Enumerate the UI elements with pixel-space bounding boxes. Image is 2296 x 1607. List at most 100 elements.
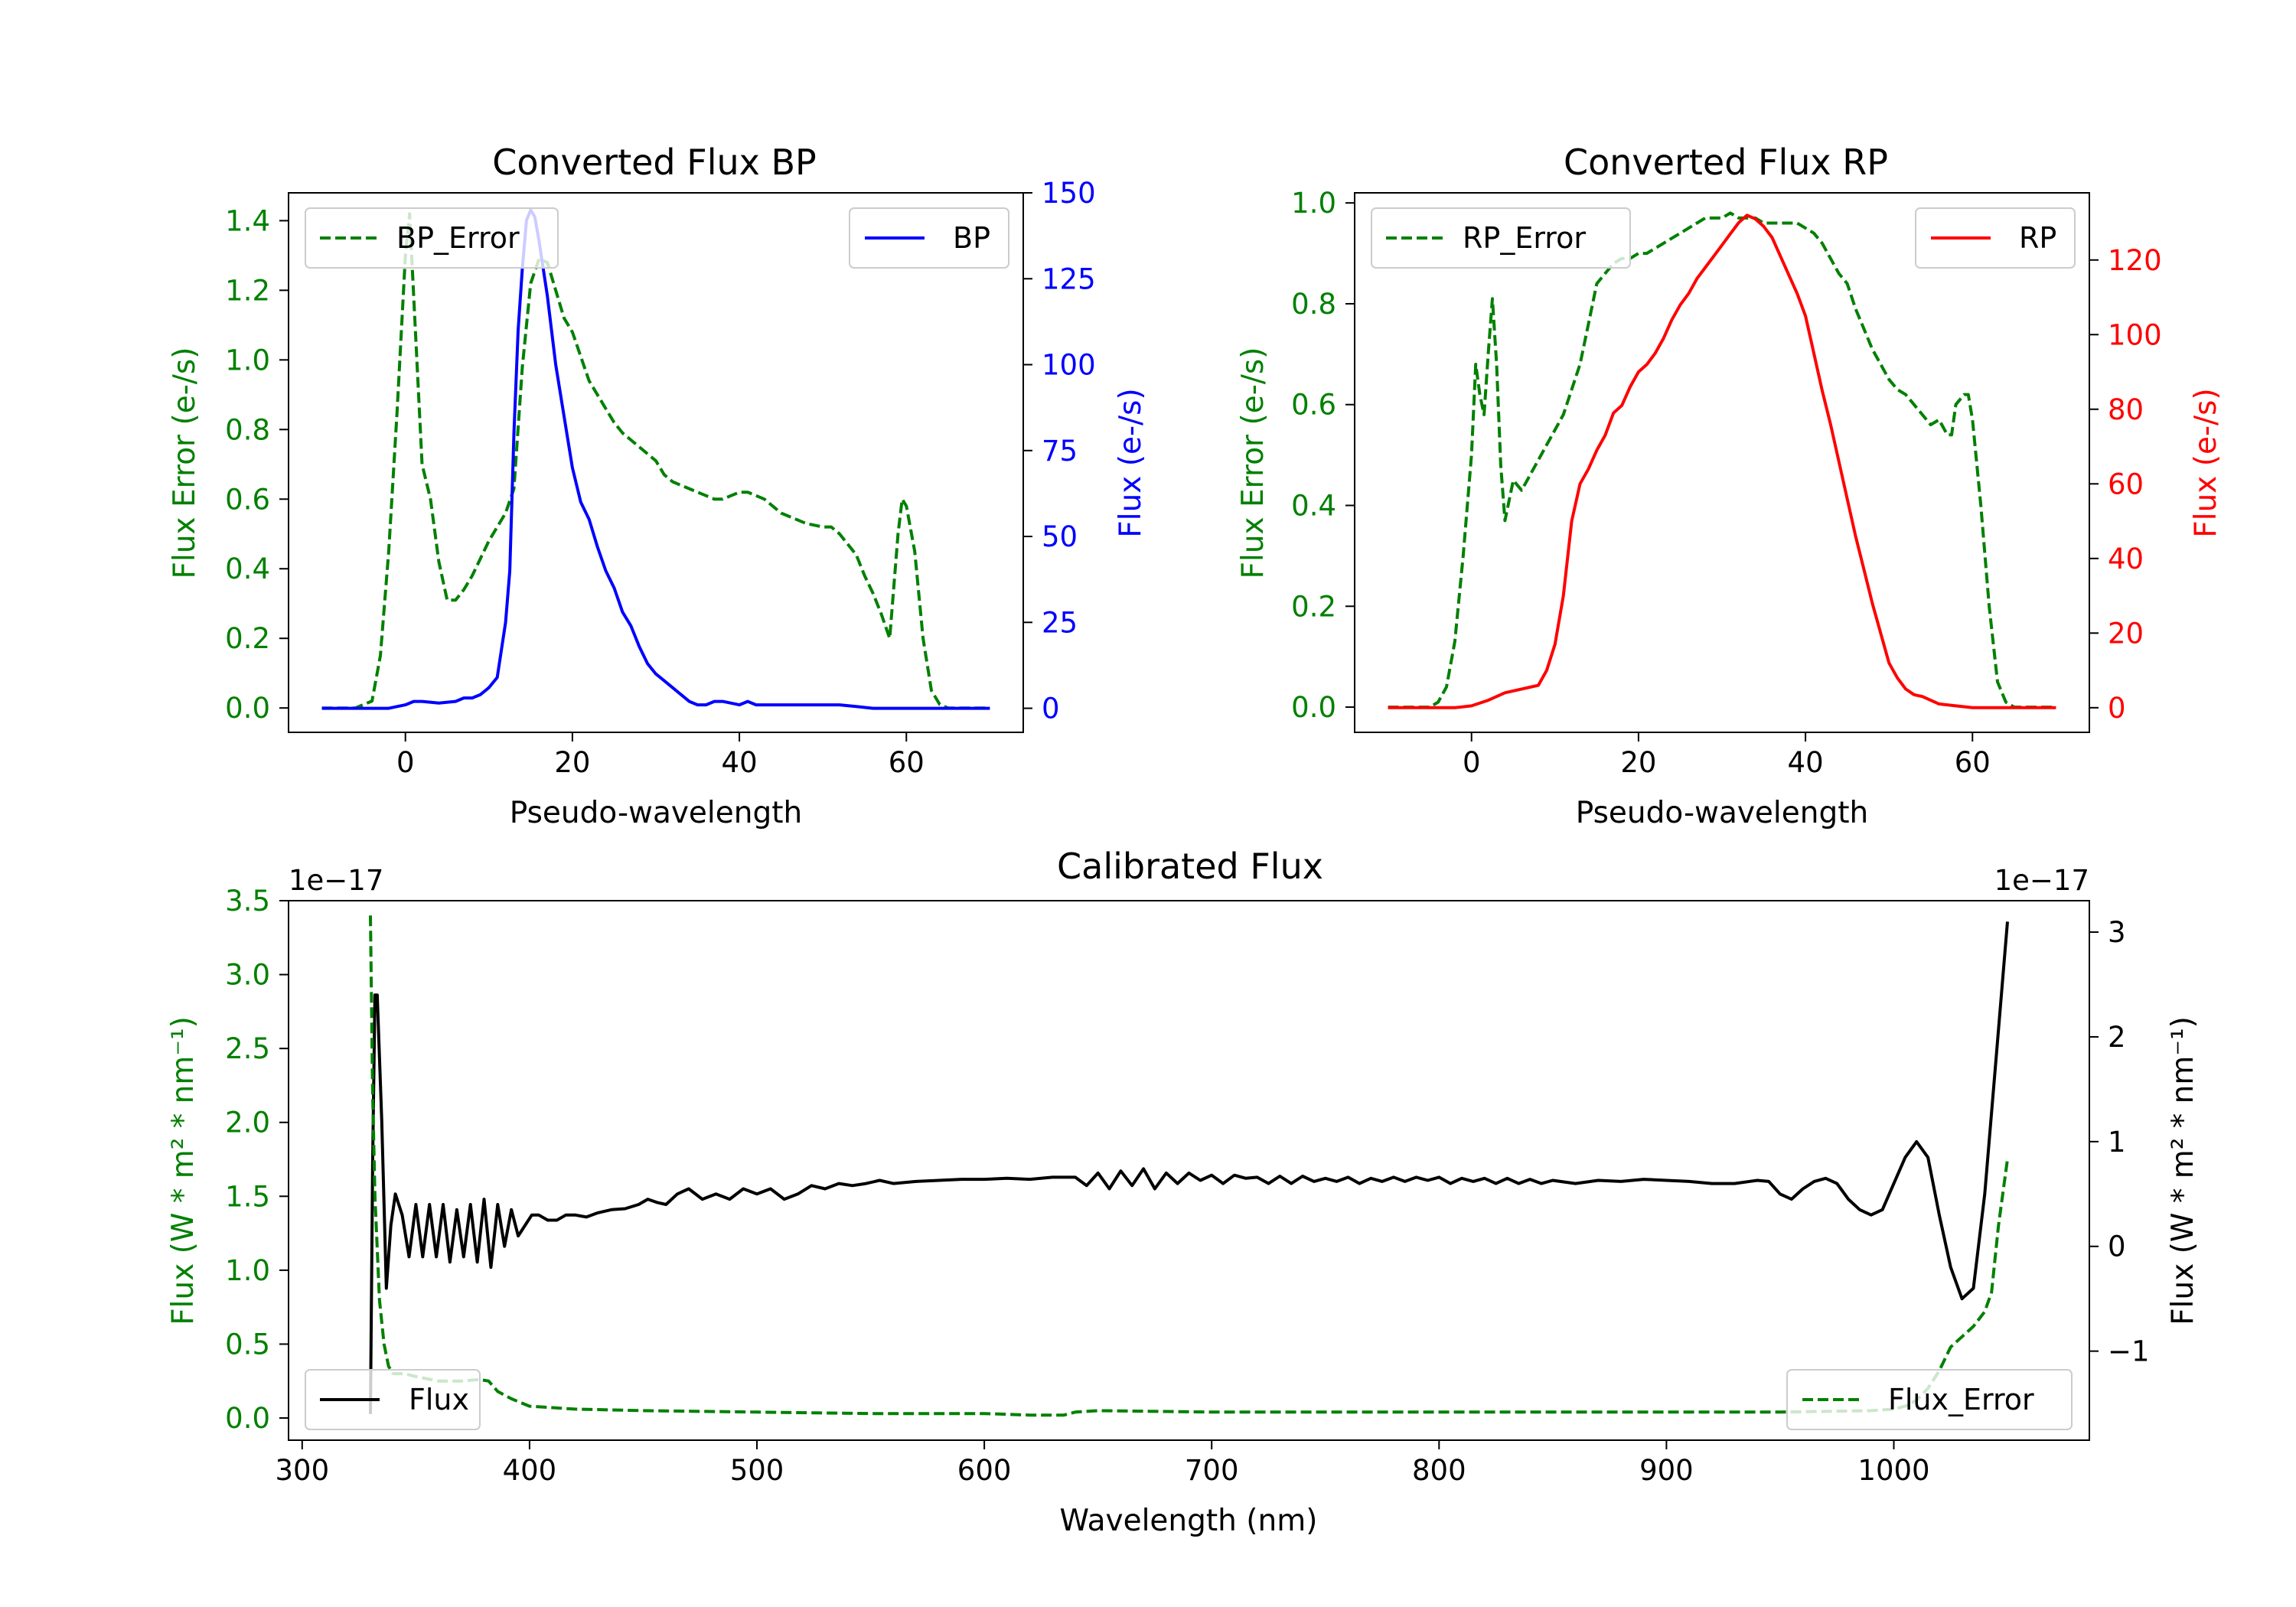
rp-right-axis-label: Flux (e-/s): [2189, 388, 2223, 537]
bp-left-tick-label: 0.0: [225, 692, 270, 725]
bp-legend-right-box: [849, 207, 1009, 269]
calibrated-legend-flux-label: Flux: [409, 1383, 469, 1416]
calibrated-right-tick-label: 3: [2108, 916, 2126, 949]
bp-right-tick-label: 0: [1042, 693, 1060, 725]
rp-legend-right-box: [1915, 207, 2076, 269]
calibrated-x-tick-label: 400: [503, 1454, 557, 1487]
rp-left-tick-label: 0.2: [1291, 590, 1336, 623]
rp-panel: Converted Flux RP Pseudo-wavelength Flux…: [1236, 142, 2223, 830]
calibrated-left-tick-label: 1.0: [225, 1254, 270, 1287]
bp-series-bp-line: [321, 208, 990, 710]
rp-left-tick-label: 0.4: [1291, 490, 1336, 523]
calibrated-right-axis-label: Flux (W * m² * nm⁻¹): [2166, 1016, 2200, 1325]
calibrated-left-tick-label: 0.0: [225, 1402, 270, 1435]
calibrated-x-tick-label: 500: [730, 1454, 784, 1487]
bp-left-tick-label: 0.4: [225, 553, 270, 585]
bp-right-tick-label: 100: [1042, 349, 1096, 382]
rp-plot-area: [1388, 211, 2056, 709]
calibrated-left-axis-label: Flux (W * m² * nm⁻¹): [166, 1016, 201, 1325]
calibrated-series-flux-line: [369, 921, 2009, 1414]
bp-axes-frame: [288, 192, 1024, 733]
rp-x-tick-label: 60: [1955, 746, 1991, 779]
bp-left-tick-label: 1.0: [225, 344, 270, 376]
calibrated-right-tick-label: 2: [2108, 1021, 2126, 1054]
calibrated-x-tick-label: 1000: [1857, 1454, 1929, 1487]
bp-x-axis-label: Pseudo-wavelength: [510, 796, 802, 830]
calibrated-x-tick-label: 700: [1185, 1454, 1239, 1487]
calibrated-left-tick-label: 2.0: [225, 1107, 270, 1139]
calibrated-right-tick-label: −1: [2108, 1335, 2150, 1368]
bp-title: Converted Flux BP: [492, 142, 817, 183]
bp-x-tick-label: 60: [889, 746, 925, 779]
rp-left-tick-label: 0.8: [1291, 288, 1336, 321]
bp-series-bp-error-line: [321, 212, 990, 710]
bp-x-tick-label: 20: [554, 746, 590, 779]
bp-right-axis-label: Flux (e-/s): [1114, 388, 1148, 537]
bp-legend-flux-label: BP: [953, 221, 990, 255]
bp-right-tick-label: 150: [1042, 177, 1096, 210]
bp-legend-left-box: [305, 207, 559, 269]
bp-ticks: 0 20 40 60 0.0 0.2 0.4 0.6 0.8 1.0 1.2 1.4 0 25 50 75 10…: [225, 177, 1095, 779]
rp-left-axis-label: Flux Error (e-/s): [1236, 347, 1270, 579]
rp-right-tick-label: 60: [2108, 468, 2144, 500]
bp-right-tick-label: 125: [1042, 262, 1096, 295]
calibrated-axes-frame: [288, 900, 2090, 1441]
rp-left-tick-label: 1.0: [1291, 187, 1336, 220]
rp-axes-frame: [1354, 192, 2090, 733]
rp-series-rp-error-line: [1388, 211, 2056, 709]
calibrated-x-tick-label: 300: [276, 1454, 330, 1487]
bp-left-tick-label: 0.6: [225, 483, 270, 516]
calibrated-legend-error-label: Flux_Error: [1888, 1383, 2034, 1416]
bp-x-tick-label: 0: [396, 746, 415, 779]
rp-legend-left: RP_Error: [1371, 207, 1631, 269]
bp-left-tick-label: 0.2: [225, 622, 270, 655]
calibrated-right-offset: 1e−17: [1994, 864, 2089, 897]
bp-left-axis-label: Flux Error (e-/s): [168, 347, 202, 579]
rp-left-tick-label: 0.0: [1291, 691, 1336, 724]
calibrated-left-tick-label: 0.5: [225, 1328, 270, 1361]
rp-right-tick-label: 40: [2108, 543, 2144, 575]
calibrated-x-tick-label: 600: [957, 1454, 1012, 1487]
rp-right-tick-label: 80: [2108, 393, 2144, 426]
calibrated-left-offset: 1e−17: [289, 864, 383, 897]
calibrated-panel: Calibrated Flux 1e−17 1e−17 Wavelength (…: [166, 846, 2200, 1538]
rp-series-rp-line: [1388, 214, 2056, 709]
calibrated-left-tick-label: 3.5: [225, 885, 270, 918]
rp-x-axis-label: Pseudo-wavelength: [1576, 796, 1868, 830]
calibrated-title: Calibrated Flux: [1057, 846, 1323, 887]
calibrated-left-tick-label: 2.5: [225, 1032, 270, 1065]
calibrated-legend-left: Flux: [305, 1369, 481, 1430]
calibrated-legend-left-box: [305, 1369, 481, 1430]
bp-right-tick-label: 75: [1042, 435, 1078, 468]
rp-x-tick-label: 20: [1620, 746, 1656, 779]
rp-legend-flux-label: RP: [2019, 221, 2056, 255]
bp-right-tick-label: 25: [1042, 606, 1078, 639]
rp-title: Converted Flux RP: [1564, 142, 1888, 183]
bp-legend-right: BP: [849, 207, 1009, 269]
calibrated-x-axis-label: Wavelength (nm): [1060, 1504, 1318, 1538]
bp-right-tick-label: 50: [1042, 520, 1078, 553]
rp-legend-error-label: RP_Error: [1463, 221, 1586, 255]
bp-legend-error-label: BP_Error: [396, 221, 520, 255]
bp-left-tick-label: 1.4: [225, 204, 270, 237]
rp-x-tick-label: 0: [1463, 746, 1481, 779]
bp-x-tick-label: 40: [722, 746, 758, 779]
rp-right-tick-label: 20: [2108, 617, 2144, 650]
bp-panel: Converted Flux BP Pseudo-wavelength Flux…: [168, 142, 1148, 830]
rp-right-tick-label: 120: [2108, 244, 2162, 277]
calibrated-legend-right: Flux_Error: [1786, 1369, 2073, 1430]
rp-ticks: 0 20 40 60 0.0 0.2 0.4 0.6 0.8 1.0 0 20 40 60 80 100 120: [1291, 187, 2161, 779]
bp-legend-left: BP_Error: [305, 207, 559, 269]
bp-left-tick-label: 0.8: [225, 413, 270, 446]
calibrated-ticks: 300 400 500 600 700 800 900 1000 0.0 0.5 1.0 1.5 2.0…: [225, 885, 2149, 1487]
rp-right-tick-label: 0: [2108, 692, 2126, 725]
rp-left-tick-label: 0.6: [1291, 389, 1336, 422]
calibrated-left-tick-label: 3.0: [225, 959, 270, 992]
bp-left-tick-label: 1.2: [225, 274, 270, 307]
calibrated-legend-right-box: [1786, 1369, 2073, 1430]
rp-legend-right: RP: [1915, 207, 2076, 269]
calibrated-x-tick-label: 900: [1639, 1454, 1694, 1487]
rp-legend-left-box: [1371, 207, 1631, 269]
calibrated-right-tick-label: 0: [2108, 1231, 2126, 1263]
